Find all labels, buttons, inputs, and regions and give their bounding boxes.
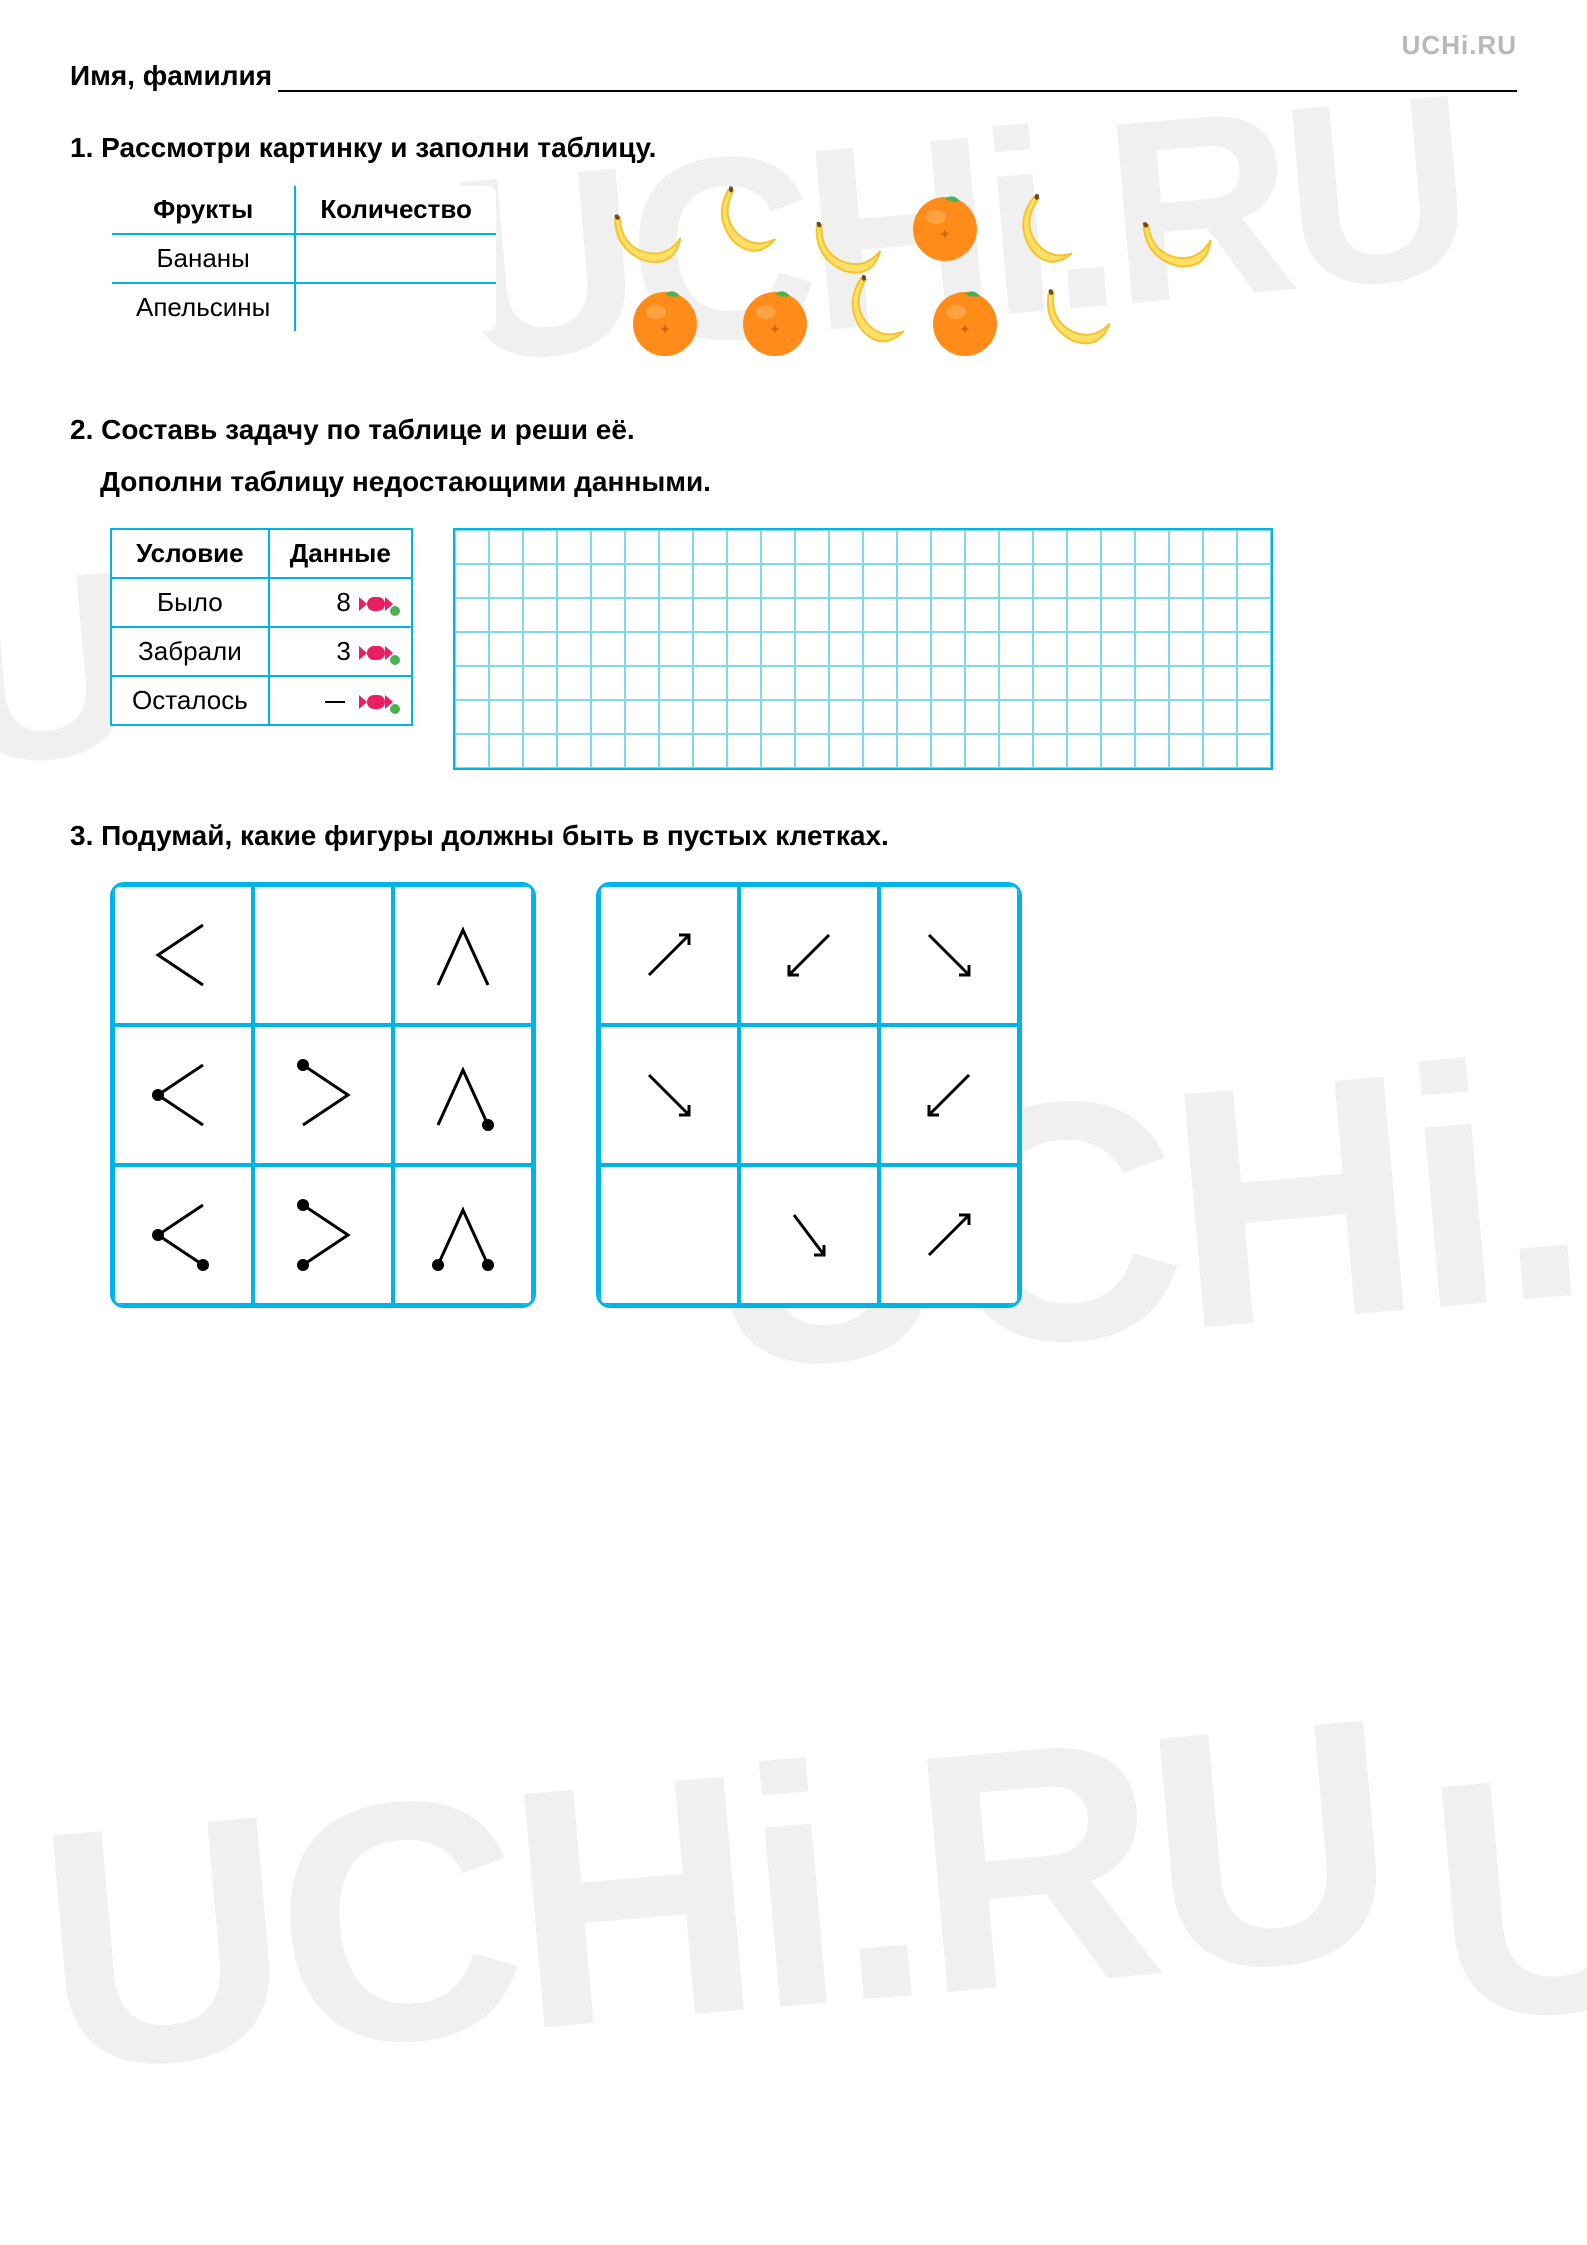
shape-cell-gt_dot1 <box>253 1025 393 1165</box>
svg-text:✦: ✦ <box>939 226 951 242</box>
task2-title-line2: Дополни таблицу недостающими данными. <box>100 466 1517 498</box>
shape-cell-caret_open <box>393 885 533 1025</box>
orange-icon: ✦ <box>908 189 983 269</box>
brand-logo: UCHi.RU <box>1402 30 1517 61</box>
task2-row0-value: 8 <box>269 578 412 627</box>
task2-row0-label: Было <box>111 578 269 627</box>
shape-cell-arrow_ne <box>599 885 739 1025</box>
shape-cell-arrow_dn_se <box>599 1025 739 1165</box>
watermark: U <box>1415 1690 1587 2100</box>
shape-cell-gt_dot2 <box>253 1165 393 1305</box>
shape-cell-caret_dot1 <box>393 1025 533 1165</box>
shape-cell-blank[interactable] <box>739 1025 879 1165</box>
orange-icon: ✦ <box>738 284 813 364</box>
shape-cell-arrow_sw_ne <box>739 885 879 1025</box>
answer-grid[interactable] <box>453 528 1273 770</box>
shape-grid-left <box>110 882 536 1308</box>
task2-title-line1: 2. Составь задачу по таблице и реши её. <box>70 414 1517 446</box>
task-3: 3. Подумай, какие фигуры должны быть в п… <box>70 820 1517 1308</box>
task-1: 1. Рассмотри картинку и заполни таблицу.… <box>70 132 1517 364</box>
svg-text:✦: ✦ <box>769 321 781 337</box>
task2-th-cond: Условие <box>111 529 269 578</box>
shape-cell-lt_dot2 <box>113 1165 253 1305</box>
watermark: UCHi.RU <box>26 1642 1402 2149</box>
candy-icon <box>357 689 401 715</box>
task2-th-data: Данные <box>269 529 412 578</box>
shape-cell-arrow_se_dn <box>739 1165 879 1305</box>
task2-row1-label: Забрали <box>111 627 269 676</box>
banana-icon <box>997 183 1098 281</box>
shape-cell-arrow_ne_up <box>879 1165 1019 1305</box>
task1-row-bananas-label: Бананы <box>111 234 295 283</box>
shape-cell-arrow_up_sw <box>879 1025 1019 1165</box>
svg-text:✦: ✦ <box>959 321 971 337</box>
task2-row1-value: 3 <box>269 627 412 676</box>
shape-cell-lt_dot1 <box>113 1025 253 1165</box>
task2-table: Условие Данные Было 8 Забрали 3 <box>110 528 413 726</box>
task1-title: 1. Рассмотри картинку и заполни таблицу. <box>70 132 1517 164</box>
svg-text:✦: ✦ <box>659 321 671 337</box>
candy-icon <box>357 640 401 666</box>
banana-icon <box>702 178 794 266</box>
shape-cell-blank[interactable] <box>253 885 393 1025</box>
task1-row-oranges-label: Апельсины <box>111 283 295 332</box>
orange-icon: ✦ <box>628 284 703 364</box>
task3-title: 3. Подумай, какие фигуры должны быть в п… <box>70 820 1517 852</box>
banana-icon <box>1126 191 1230 293</box>
name-field-row: Имя, фамилия <box>70 60 1517 92</box>
task1-row-oranges-value[interactable] <box>295 283 497 332</box>
task2-row2-label: Осталось <box>111 676 269 725</box>
banana-icon <box>597 188 698 286</box>
task1-table: Фрукты Количество Бананы Апельсины <box>110 184 498 333</box>
shape-cell-blank[interactable] <box>599 1165 739 1305</box>
shape-grid-right <box>596 882 1022 1308</box>
task2-row2-value[interactable] <box>269 676 412 725</box>
shape-cell-caret_dot2 <box>393 1165 533 1305</box>
name-label: Имя, фамилия <box>70 60 272 92</box>
task1-th-count: Количество <box>295 185 497 234</box>
task1-th-fruits: Фрукты <box>111 185 295 234</box>
fruit-picture: ✦ ✦ ✦ ✦ <box>578 184 1278 364</box>
orange-icon: ✦ <box>928 284 1003 364</box>
candy-icon <box>357 591 401 617</box>
name-input-line[interactable] <box>278 64 1517 92</box>
banana-icon <box>1032 273 1124 361</box>
task-2: 2. Составь задачу по таблице и реши её. … <box>70 414 1517 770</box>
shape-cell-arrow_nw_se <box>879 885 1019 1025</box>
task1-row-bananas-value[interactable] <box>295 234 497 283</box>
shape-cell-lt_open <box>113 885 253 1025</box>
